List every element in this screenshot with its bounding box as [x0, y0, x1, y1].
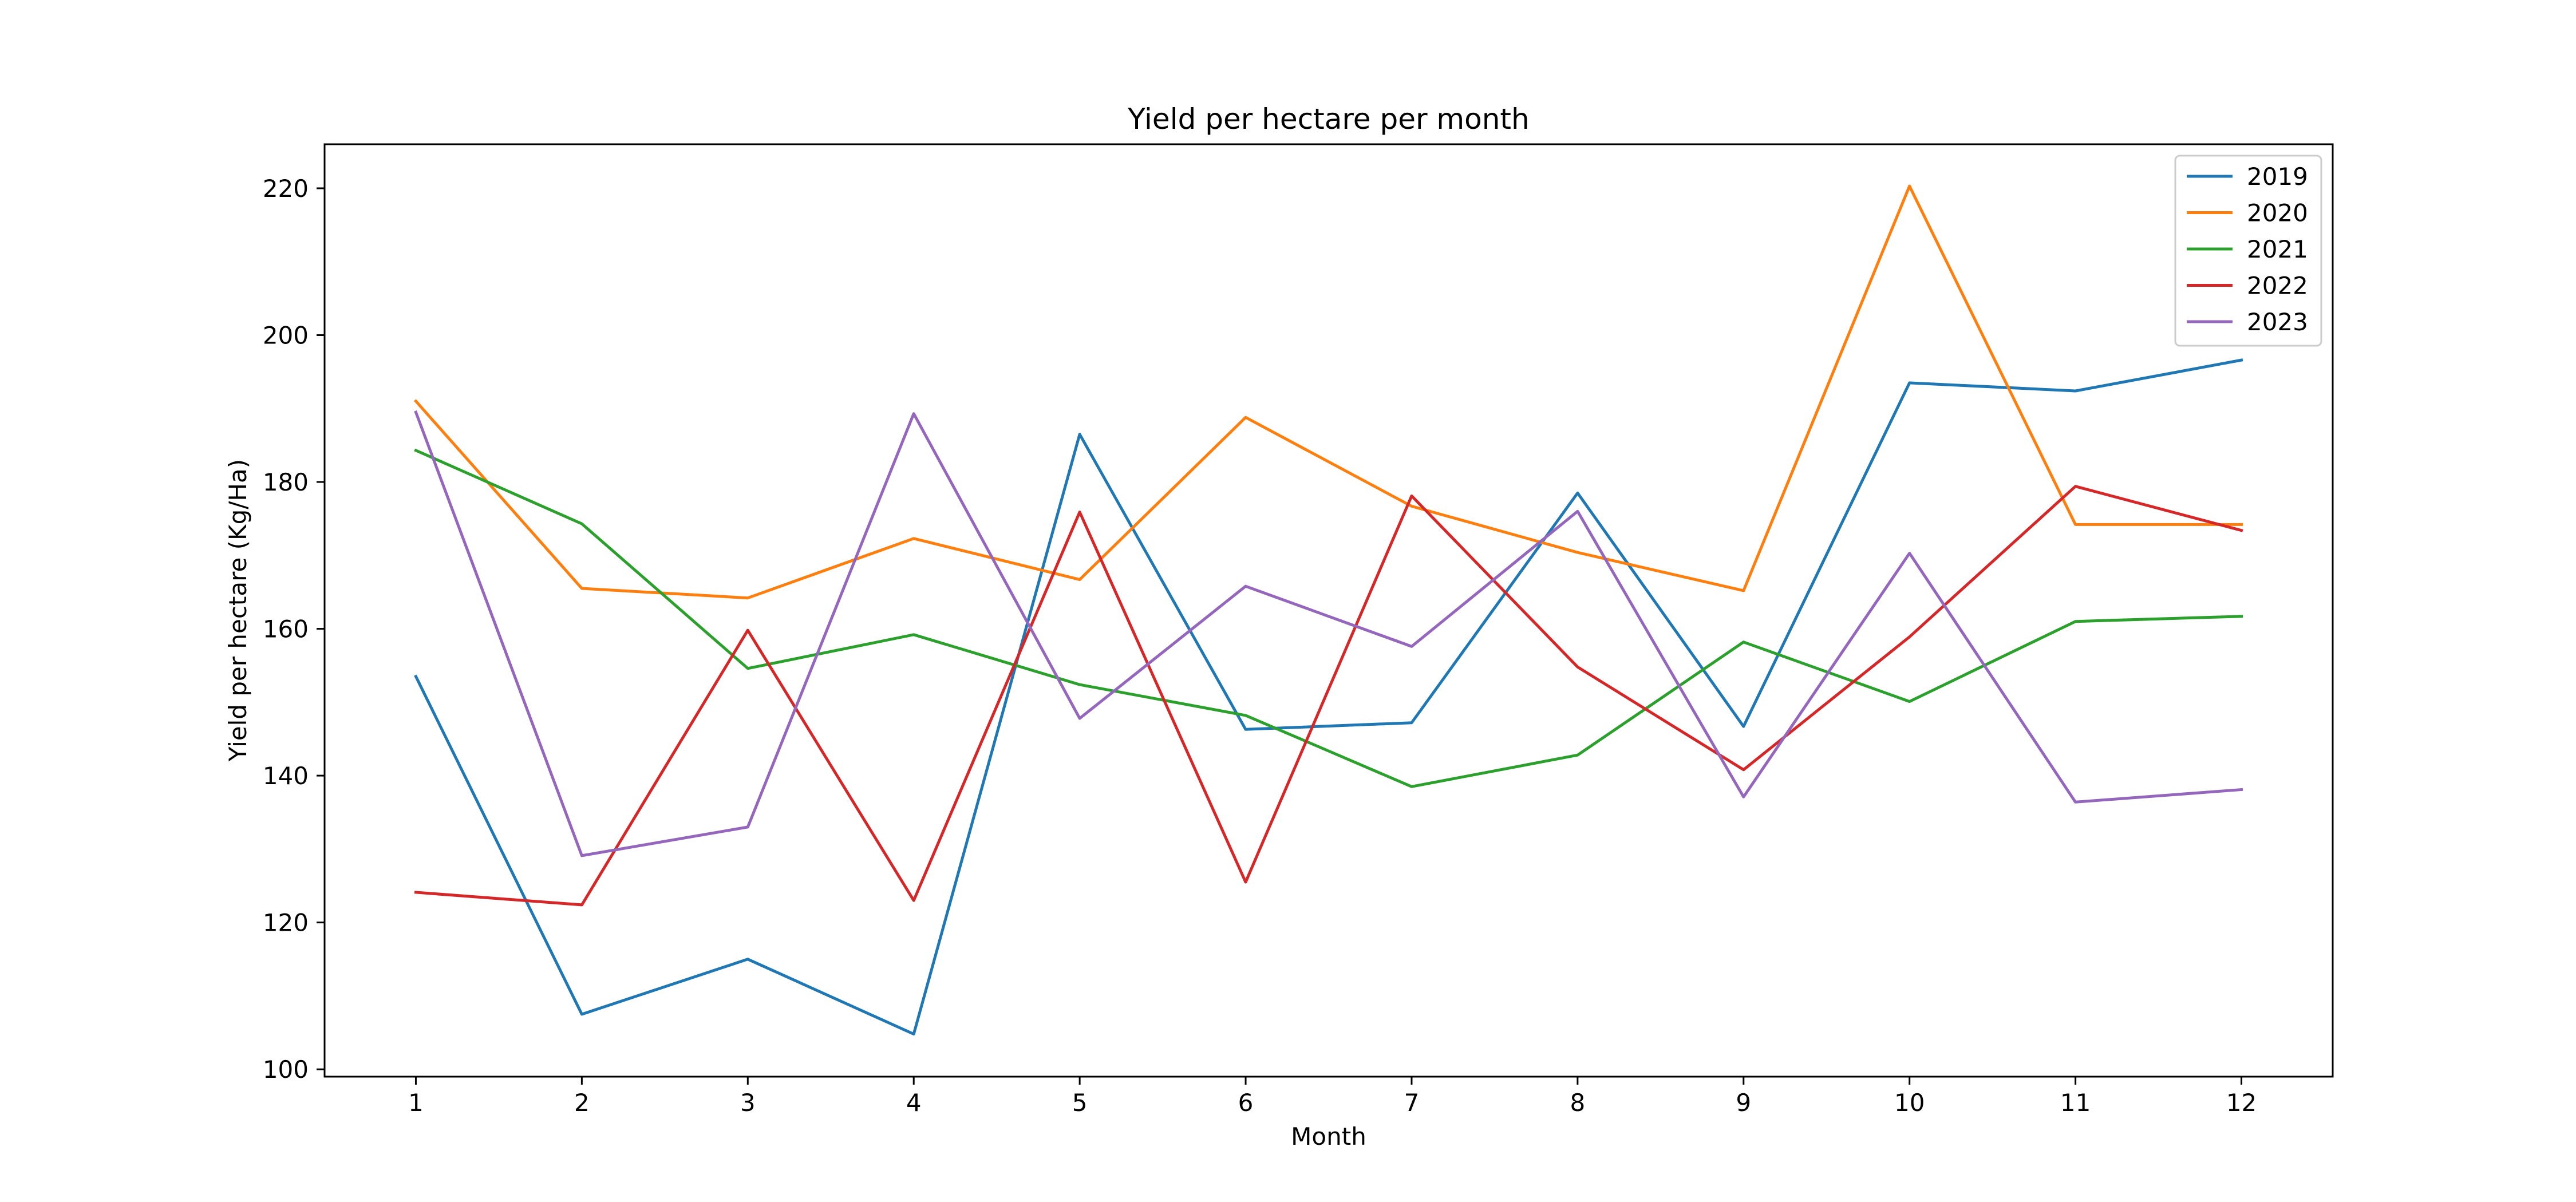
legend-frame: [2174, 155, 2322, 347]
x-tick-label: 1: [408, 1089, 424, 1117]
x-tick-label: 10: [1894, 1089, 1925, 1117]
legend-label-2023: 2023: [2247, 308, 2308, 336]
x-axis-label: Month: [1291, 1122, 1366, 1150]
y-tick-label: 120: [263, 909, 309, 937]
x-tick-label: 8: [1570, 1089, 1586, 1117]
series-layer: [413, 184, 2243, 1036]
x-axis: 1 2 3 4 5 6 7 8 9 10 11 12: [408, 1077, 2257, 1117]
y-axis-label: Yield per hectare (Kg/Ha): [224, 459, 252, 762]
series-line-2020: [413, 184, 2243, 600]
x-tick-label: 11: [2060, 1089, 2091, 1117]
x-tick-label: 4: [906, 1089, 922, 1117]
series-line-2019: [414, 358, 2243, 1036]
legend-label-2019: 2019: [2247, 163, 2308, 191]
x-tick-label: 5: [1072, 1089, 1088, 1117]
y-tick-label: 160: [263, 615, 309, 643]
y-axis: 100 120 140 160 180 200 220: [263, 175, 325, 1084]
series-line-2021: [414, 448, 2243, 788]
x-tick-label: 7: [1404, 1089, 1420, 1117]
x-tick-label: 3: [740, 1089, 756, 1117]
x-tick-label: 2: [574, 1089, 590, 1117]
legend-label-2022: 2022: [2247, 272, 2308, 300]
y-tick-label: 180: [263, 468, 309, 496]
legend-label-2020: 2020: [2247, 199, 2308, 227]
legend-label-2021: 2021: [2247, 235, 2308, 263]
y-tick-label: 140: [263, 762, 309, 790]
x-tick-label: 9: [1736, 1089, 1751, 1117]
y-tick-label: 200: [263, 321, 309, 349]
y-tick-label: 100: [263, 1055, 309, 1084]
series-line-2022: [414, 485, 2243, 907]
legend: 2019 2020 2021 2022 2023: [2174, 155, 2322, 347]
plot-frame: [323, 143, 2334, 1078]
y-tick-label: 220: [263, 175, 309, 203]
x-tick-label: 6: [1238, 1089, 1254, 1117]
x-tick-label: 12: [2226, 1089, 2257, 1117]
chart-title: Yield per hectare per month: [1127, 102, 1529, 136]
series-line-2023: [414, 410, 2243, 857]
